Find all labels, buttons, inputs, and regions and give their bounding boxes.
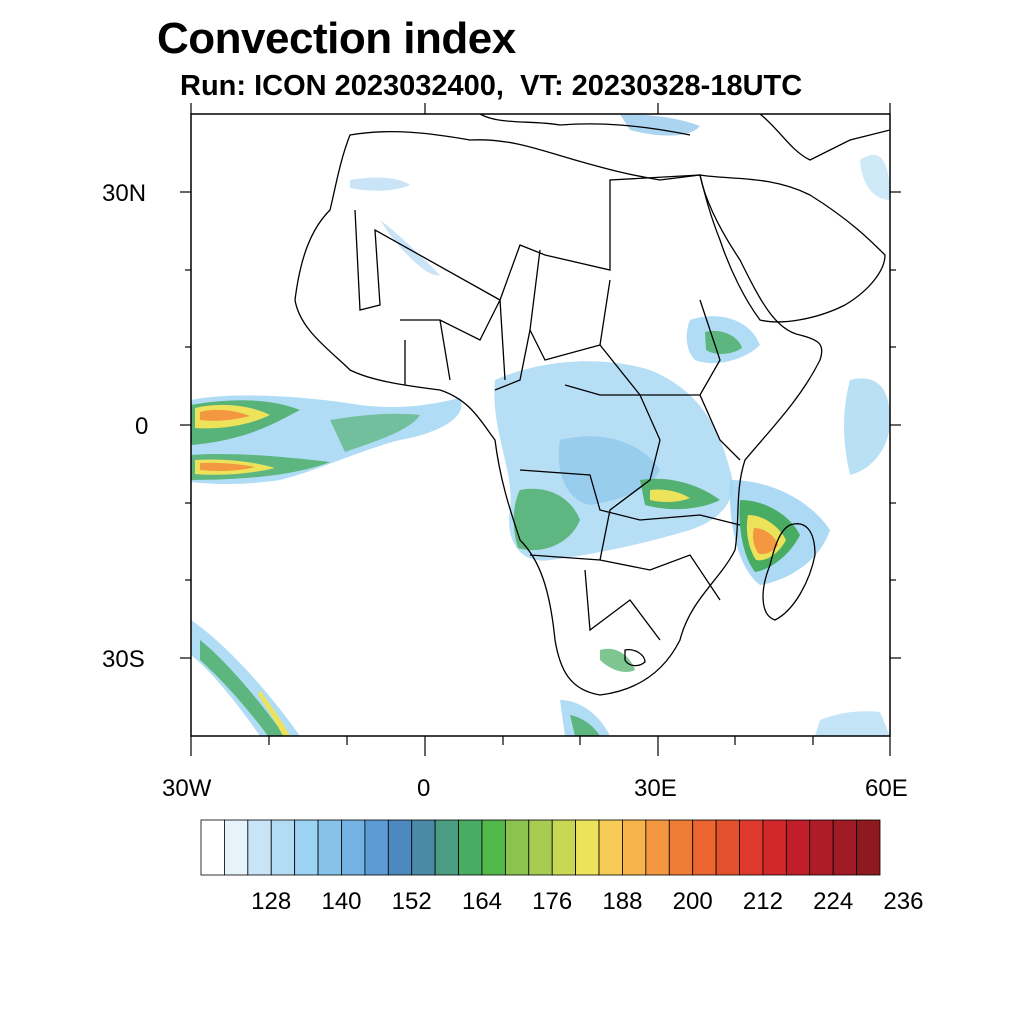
colorbar-box <box>715 819 740 876</box>
arabia <box>699 174 886 323</box>
colorbar-box <box>200 819 225 876</box>
colorbar-box <box>247 819 272 876</box>
colorbar-box <box>458 819 483 876</box>
convection-field <box>191 114 890 736</box>
colorbar-box <box>224 819 249 876</box>
colorbar-tick-label: 224 <box>813 888 854 915</box>
colorbar-box <box>528 819 553 876</box>
colorbar-box <box>645 819 670 876</box>
map-title: Convection index <box>157 14 516 63</box>
colorbar-box <box>739 819 764 876</box>
colorbar-tick-label: 152 <box>391 888 432 915</box>
colorbar-box <box>598 819 623 876</box>
colorbar-box <box>692 819 717 876</box>
colorbar <box>200 819 881 876</box>
colorbar-box <box>411 819 436 876</box>
lon-label-0: 0 <box>417 775 431 802</box>
coastlines-and-borders <box>294 114 890 696</box>
south-atlantic-band <box>191 620 300 736</box>
colorbar-box <box>481 819 506 876</box>
lon-label-30e: 30E <box>634 775 677 802</box>
lon-label-30w: 30W <box>162 775 212 802</box>
colorbar-box <box>575 819 600 876</box>
colorbar-tick-label: 176 <box>532 888 573 915</box>
colorbar-tick-label: 164 <box>461 888 503 915</box>
colorbar-box <box>434 819 459 876</box>
colorbar-box <box>504 819 530 876</box>
colorbar-box <box>364 819 389 876</box>
colorbar-box <box>809 819 834 876</box>
colorbar-tick-label: 236 <box>883 888 924 915</box>
colorbar-box <box>270 819 296 876</box>
colorbar-box <box>294 819 319 876</box>
lat-label-0: 0 <box>135 413 149 440</box>
colorbar-box <box>387 819 413 876</box>
lon-label-60e: 60E <box>865 775 908 802</box>
colorbar-box <box>856 819 881 876</box>
colorbar-tick-label: 128 <box>251 888 292 915</box>
colorbar-box <box>785 819 811 876</box>
colorbar-box <box>341 819 366 876</box>
colorbar-tick-label: 200 <box>672 888 713 915</box>
colorbar-box <box>762 819 787 876</box>
axis-ticks <box>180 103 901 756</box>
colorbar-tick-label: 140 <box>321 888 362 915</box>
lat-label-30n: 30N <box>102 180 147 207</box>
colorbar-tick-label: 188 <box>602 888 643 915</box>
colorbar-box <box>668 819 694 876</box>
africa-coastline <box>294 130 823 696</box>
run-valid-time-subtitle: Run: ICON 2023032400, VT: 20230328-18UTC <box>180 70 803 102</box>
colorbar-box <box>551 819 577 876</box>
madagascar <box>762 523 816 621</box>
colorbar-box <box>317 819 342 876</box>
colorbar-box <box>622 819 647 876</box>
colorbar-tick-label: 212 <box>742 888 783 915</box>
colorbar-box <box>832 819 857 876</box>
lat-label-30s: 30S <box>102 646 145 673</box>
